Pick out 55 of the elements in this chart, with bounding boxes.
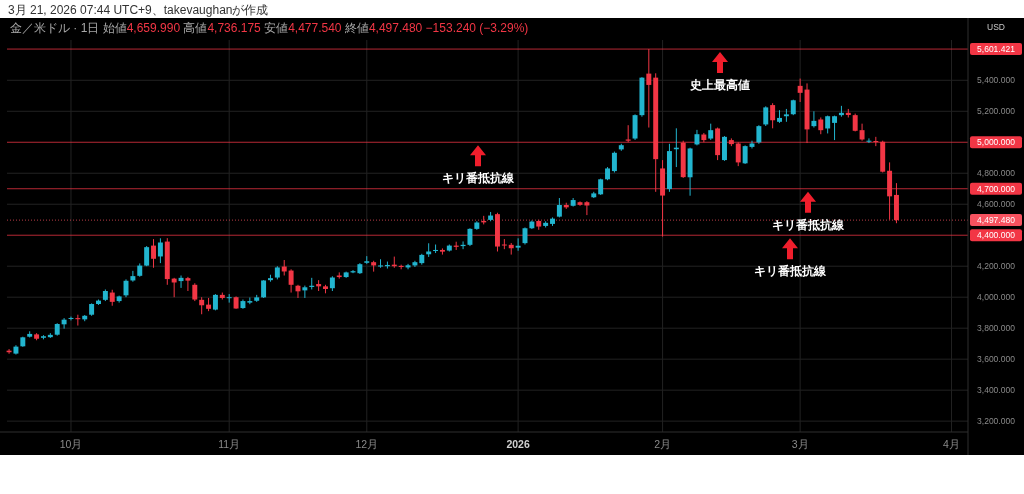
x-tick-label: 2026 <box>506 438 530 450</box>
y-tick-label: 3,400.000 <box>977 385 1016 396</box>
candlestick <box>288 268 294 294</box>
annotation: キリ番抵抗線 <box>442 171 514 186</box>
annotation: キリ番抵抗線 <box>772 217 844 232</box>
candlestick <box>405 263 411 270</box>
x-tick-label: 3月 <box>791 438 809 450</box>
y-tick-label: 3,600.000 <box>977 354 1016 365</box>
ref-line-label: 4,400.000 <box>977 230 1016 241</box>
candlestick <box>797 78 803 103</box>
candlestick <box>763 105 769 127</box>
ref-line-label: 5,000.000 <box>977 137 1016 148</box>
annotation: 史上最高値 <box>690 78 750 93</box>
y-tick-label: 4,200.000 <box>977 261 1016 272</box>
subtitle: 金／米ドル · 1日 始値4,659.990 高値4,736.175 安値4,477.540 終値4,497.480 −153.240 (−3.29%) <box>10 21 529 35</box>
candlestick <box>157 237 163 264</box>
candlestick <box>742 144 748 165</box>
y-tick-label: 4,600.000 <box>977 199 1016 210</box>
y-tick-label: 3,800.000 <box>977 323 1016 334</box>
x-tick-label: 10月 <box>59 438 83 450</box>
x-tick-label: 2月 <box>654 438 671 450</box>
ref-line-label: 4,497.480 <box>977 215 1016 226</box>
candlestick <box>722 135 727 162</box>
candlestick <box>75 314 81 327</box>
candlestick <box>632 113 638 141</box>
y-tick-label: 4,800.000 <box>977 168 1016 179</box>
ref-line-label: 5,601.421 <box>977 44 1016 55</box>
candlestick <box>832 115 838 141</box>
y-tick-label: 3,200.000 <box>977 416 1016 427</box>
candlestick <box>866 137 872 144</box>
y-tick-label: 5,400.000 <box>977 75 1016 86</box>
candlestick <box>185 276 191 292</box>
x-tick-label: 11月 <box>218 438 241 450</box>
x-tick-label: 12月 <box>355 438 379 450</box>
candlestick <box>811 110 817 129</box>
candlestick <box>770 102 776 129</box>
candlestick <box>178 275 184 289</box>
title: 3月 21, 2026 07:44 UTC+9、takevaughanが作成 <box>8 3 269 17</box>
candlestick <box>412 260 418 268</box>
y-tick-label: 5,200.000 <box>977 106 1016 117</box>
candlestick <box>151 238 156 269</box>
x-tick-label: 4月 <box>943 438 960 450</box>
candlestick <box>515 237 521 252</box>
y-tick-label: 4,000.000 <box>977 292 1016 303</box>
candlestick <box>130 270 136 283</box>
candlestick <box>68 316 74 321</box>
annotation: キリ番抵抗線 <box>754 264 826 279</box>
candlestick <box>501 238 507 250</box>
candlestick <box>302 285 308 299</box>
ylabel: USD <box>987 22 1005 32</box>
candlestick <box>584 200 590 216</box>
candlestick <box>577 200 583 207</box>
ref-line-label: 4,700.000 <box>977 183 1016 194</box>
candlestick <box>611 151 617 173</box>
candlestick <box>756 124 762 145</box>
